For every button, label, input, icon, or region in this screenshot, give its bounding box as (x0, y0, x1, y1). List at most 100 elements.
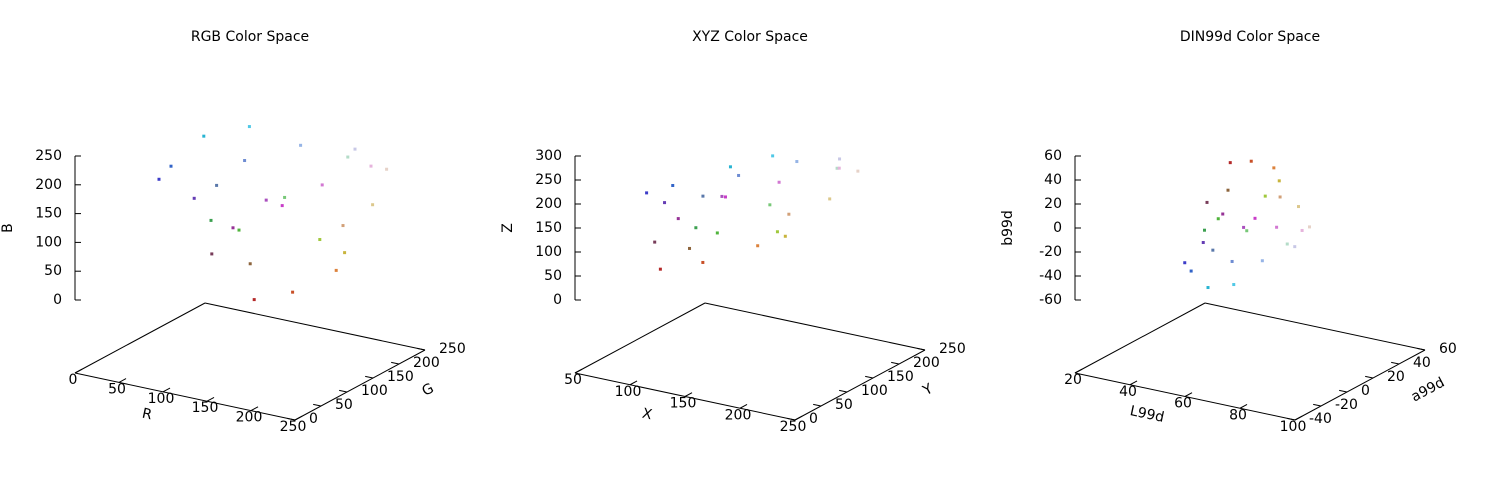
base-edge (74, 302, 206, 374)
point (1242, 225, 1246, 229)
point (771, 154, 775, 158)
z-tick-label: 50 (544, 268, 562, 284)
point (1297, 205, 1300, 209)
point (385, 167, 389, 171)
point (291, 290, 295, 294)
y-tick-label: 0 (1361, 383, 1370, 399)
point (1249, 159, 1253, 163)
y-tick-label: 150 (887, 369, 914, 385)
point (837, 166, 841, 170)
point (1263, 194, 1267, 198)
point (1260, 259, 1264, 263)
point (346, 155, 350, 159)
y-axis-label: a99d (1409, 375, 1448, 406)
point (701, 260, 705, 264)
y-tick-label: 0 (809, 411, 818, 427)
point (353, 147, 357, 151)
y-tick (1287, 417, 1296, 421)
point (688, 246, 692, 250)
x-tick (739, 404, 748, 409)
point (1205, 200, 1209, 204)
base-edge (1074, 302, 1206, 374)
point (299, 143, 303, 147)
z-tick-label: 100 (535, 244, 562, 260)
y-tick-label: 60 (1439, 341, 1457, 357)
z-axis-label: Z (500, 223, 516, 233)
point (1226, 188, 1230, 192)
point (856, 169, 860, 173)
y-tick (391, 361, 400, 365)
point (1203, 228, 1206, 232)
point (243, 159, 247, 163)
x-tick-label: 40 (1119, 384, 1137, 400)
x-axis-label: L99d (1128, 403, 1165, 426)
point (1216, 217, 1220, 221)
chart-title: XYZ Color Space (692, 29, 808, 45)
y-tick-label: 250 (439, 341, 466, 357)
y-axis-label: G (419, 380, 436, 399)
z-tick-label: 200 (35, 177, 62, 193)
z-tick-label: 200 (535, 196, 562, 212)
y-tick (787, 417, 796, 421)
point (1201, 241, 1205, 245)
point (369, 164, 373, 168)
x-tick-label: 100 (148, 391, 175, 407)
point (341, 224, 345, 228)
y-tick (313, 403, 322, 407)
x-tick (1239, 404, 1248, 409)
base-edge (1204, 302, 1426, 351)
z-tick-label: -20 (1039, 244, 1062, 260)
y-tick (1391, 361, 1400, 365)
point (237, 228, 241, 232)
x-tick-label: 250 (280, 419, 307, 435)
y-tick (891, 361, 900, 365)
point (252, 298, 256, 302)
base-edge (704, 302, 926, 351)
point (192, 196, 196, 200)
x-tick (794, 415, 803, 421)
base-edge (1294, 349, 1426, 421)
point (694, 226, 698, 230)
z-tick-label: 40 (1044, 172, 1062, 188)
z-tick-label: 0 (53, 292, 62, 308)
z-axis-label: B (0, 223, 16, 233)
point (215, 183, 219, 187)
y-tick-label: 50 (835, 397, 853, 413)
point (1272, 166, 1276, 170)
x-tick (1184, 392, 1193, 397)
x-tick-label: 50 (108, 381, 126, 397)
point (720, 194, 724, 198)
point (1300, 228, 1304, 232)
point (653, 240, 657, 244)
point (1275, 225, 1279, 229)
z-tick-label: 60 (1044, 148, 1062, 164)
y-tick (1339, 389, 1348, 393)
base-edge (574, 302, 706, 374)
point (1206, 286, 1210, 290)
y-tick-label: 20 (1387, 369, 1405, 385)
point (318, 238, 322, 242)
y-tick-label: -20 (1335, 397, 1358, 413)
point (671, 184, 675, 188)
base-edge (204, 302, 426, 351)
y-tick-label: 250 (939, 341, 966, 357)
x-tick-label: 50 (564, 372, 582, 388)
y-tick (339, 389, 348, 393)
point (828, 197, 832, 201)
point (248, 262, 252, 266)
z-tick-label: 100 (35, 234, 62, 250)
point (775, 230, 779, 234)
point (1221, 212, 1225, 216)
z-tick-label: -40 (1039, 268, 1062, 284)
x-tick-label: 200 (236, 410, 263, 426)
x-tick (574, 368, 583, 374)
point (1293, 245, 1297, 249)
y-tick (1365, 375, 1374, 379)
point (343, 251, 347, 255)
point (756, 244, 760, 248)
z-tick-label: -60 (1039, 292, 1062, 308)
point (264, 198, 268, 202)
y-tick-label: 200 (913, 355, 940, 371)
point (658, 267, 662, 271)
point (663, 201, 667, 205)
